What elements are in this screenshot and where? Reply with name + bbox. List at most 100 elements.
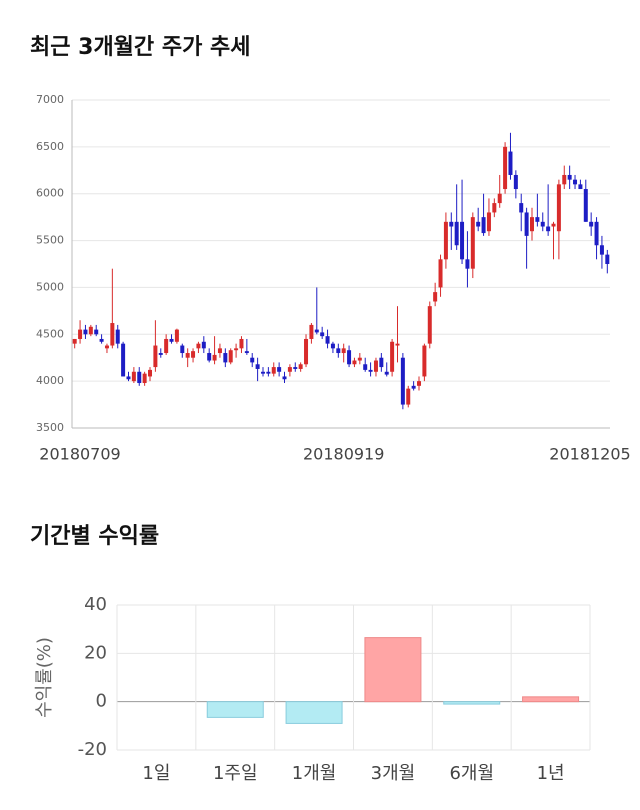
candle-body	[314, 329, 319, 333]
candle-body	[497, 193, 502, 204]
candle-body	[201, 341, 206, 349]
candle-body	[556, 184, 561, 232]
candle-body	[503, 146, 508, 190]
chart-title: 최근 3개월간 주가 추세	[30, 35, 250, 60]
candle-body	[384, 371, 389, 375]
candle-body	[379, 357, 384, 368]
bar	[443, 701, 501, 705]
bar	[206, 701, 264, 718]
candle-body	[148, 369, 153, 377]
candle-body	[433, 292, 438, 302]
candle-body	[492, 203, 497, 213]
candle-body	[411, 385, 416, 389]
candle-body	[605, 254, 610, 264]
candle-body	[250, 357, 255, 363]
candle-body	[583, 189, 588, 222]
candle-body	[486, 212, 491, 232]
candle-body	[529, 217, 534, 232]
candle-body	[207, 353, 212, 361]
candle-body	[94, 329, 99, 335]
candle-body	[244, 351, 249, 354]
candle-body	[158, 353, 163, 355]
candle-body	[546, 226, 551, 232]
bar	[285, 701, 343, 724]
candle-body	[363, 364, 368, 370]
bar	[364, 637, 422, 703]
candle-body	[88, 326, 93, 335]
candle-body	[347, 350, 352, 365]
candle-body	[357, 357, 362, 361]
candle-body	[535, 217, 540, 222]
candle-body	[449, 221, 454, 227]
candle-body	[524, 212, 529, 236]
candle-body	[519, 203, 524, 213]
y-tick-label: 20	[84, 642, 107, 663]
candle-body	[320, 332, 325, 337]
candle-body	[400, 357, 405, 405]
x-tick-label: 3개월	[371, 763, 416, 784]
candle-body	[180, 345, 185, 354]
candle-body	[99, 338, 104, 342]
x-tick-label: 20180919	[303, 445, 384, 464]
candle-body	[217, 348, 222, 354]
candle-body	[191, 351, 196, 358]
y-tick-label: -20	[78, 739, 107, 760]
candle-body	[121, 343, 126, 377]
candle-body	[417, 381, 422, 386]
candle-body	[309, 324, 314, 339]
x-tick-label: 20180709	[39, 445, 120, 464]
candle-body	[185, 353, 190, 358]
candle-body	[573, 179, 578, 185]
y-axis-label: 수익률(%)	[34, 637, 55, 718]
x-tick-label: 20181205	[549, 445, 630, 464]
candle-body	[169, 338, 174, 342]
candle-body	[266, 371, 271, 374]
candle-body	[352, 360, 357, 365]
candle-body	[164, 338, 169, 354]
candle-body	[234, 348, 239, 351]
candle-body	[465, 259, 470, 269]
candle-body	[373, 360, 378, 372]
candle-body	[104, 345, 109, 349]
candle-body	[427, 306, 432, 344]
candle-body	[438, 259, 443, 288]
candle-body	[239, 338, 244, 349]
y-tick-label: 3500	[36, 421, 64, 434]
y-tick-label: 5000	[36, 280, 64, 293]
candle-body	[578, 184, 583, 190]
candle-body	[78, 329, 83, 339]
candle-body	[298, 364, 303, 369]
candle-body	[228, 350, 233, 363]
candle-body	[137, 371, 142, 384]
candle-body	[551, 223, 556, 227]
candle-body	[277, 367, 282, 372]
candle-body	[395, 343, 400, 346]
candle-body	[142, 373, 147, 384]
candle-body	[325, 336, 330, 344]
bar	[522, 696, 580, 703]
candle-body	[110, 323, 115, 346]
x-tick-label: 1일	[142, 763, 170, 784]
candle-body	[336, 348, 341, 354]
y-tick-label: 4500	[36, 327, 64, 340]
candle-body	[594, 221, 599, 246]
candle-body	[513, 174, 518, 190]
candle-body	[174, 329, 179, 342]
candle-body	[126, 376, 131, 380]
y-tick-label: 6000	[36, 187, 64, 200]
y-tick-label: 7000	[36, 93, 64, 106]
candle-body	[508, 151, 513, 175]
candle-body	[131, 371, 136, 382]
chart-title: 기간별 수익률	[30, 524, 159, 549]
candle-body	[255, 364, 260, 369]
x-tick-label: 6개월	[449, 763, 494, 784]
candle-body	[562, 174, 567, 185]
candle-body	[304, 338, 309, 365]
candle-body	[481, 217, 486, 234]
candle-body	[153, 345, 158, 368]
candle-body	[540, 221, 545, 227]
candle-body	[341, 348, 346, 354]
candle-body	[72, 338, 77, 344]
y-tick-label: 5500	[36, 234, 64, 247]
